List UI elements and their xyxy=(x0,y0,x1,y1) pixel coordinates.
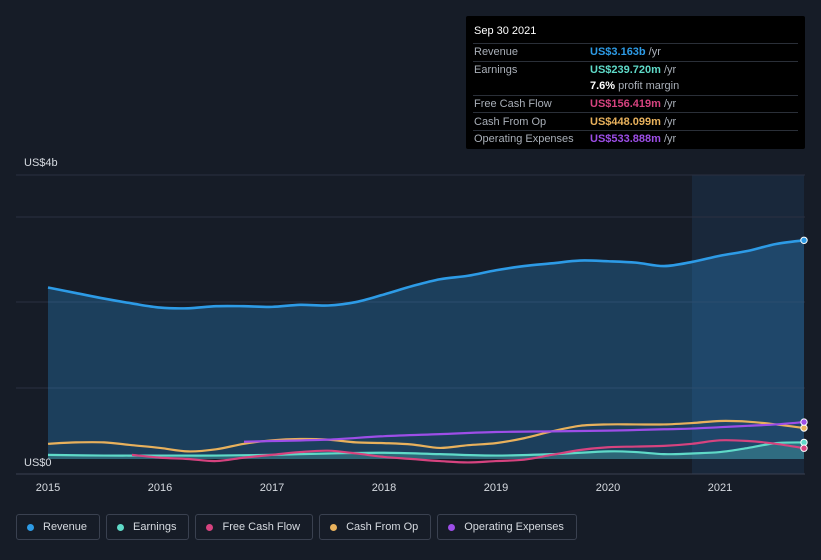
revenue-area xyxy=(48,240,804,459)
series-endpoints xyxy=(800,236,808,452)
tooltip-label: Free Cash Flow xyxy=(474,98,552,111)
x-tick-label: 2015 xyxy=(36,482,60,494)
revenue-endpoint xyxy=(800,236,808,245)
tooltip-row-operating-expenses: Operating Expenses US$533.888m /yr xyxy=(473,129,798,148)
tooltip-value: US$3.163b xyxy=(590,46,646,59)
x-tick-label: 2021 xyxy=(708,482,732,494)
x-axis-ticks: 2015 2016 2017 2018 2019 2020 2021 xyxy=(36,482,732,494)
earnings-line xyxy=(47,441,805,457)
series-lines xyxy=(47,239,805,464)
tooltip-value: US$239.720m xyxy=(590,63,661,76)
free-cash-flow-line xyxy=(131,439,805,464)
tooltip-unit: /yr xyxy=(663,98,677,111)
chart-legend: Revenue Earnings Free Cash Flow Cash Fro… xyxy=(16,514,577,540)
y-axis-top-label: US$4b xyxy=(24,157,58,169)
tooltip-unit: /yr xyxy=(663,115,677,128)
tooltip-label: Cash From Op xyxy=(474,115,547,128)
tooltip-row-profit-margin: 7.6% profit margin xyxy=(473,78,798,95)
legend-dot-icon xyxy=(206,523,214,531)
operating-expenses-line xyxy=(243,420,805,443)
tooltip-row-revenue: Revenue US$3.163b /yr xyxy=(473,43,798,61)
gridlines xyxy=(16,174,805,475)
legend-dot-icon xyxy=(117,523,125,531)
tooltip-value: US$448.099m xyxy=(590,115,661,128)
x-tick-label: 2016 xyxy=(148,482,172,494)
legend-label: Cash From Op xyxy=(346,521,419,533)
tooltip-label: Revenue xyxy=(474,46,519,59)
revenue-line xyxy=(47,239,805,310)
tooltip-date: Sep 30 2021 xyxy=(474,25,537,37)
tooltip-unit: /yr xyxy=(663,133,677,146)
cash-from-op-endpoint xyxy=(800,424,808,432)
legend-label: Operating Expenses xyxy=(464,521,564,533)
legend-dot-icon xyxy=(27,523,34,531)
legend-dot-icon xyxy=(330,523,338,531)
legend-item-cash-from-op[interactable]: Cash From Op xyxy=(319,514,432,540)
legend-label: Earnings xyxy=(133,521,177,533)
tooltip-unit: profit margin xyxy=(618,80,680,93)
series-areas xyxy=(48,240,804,459)
tooltip-label: Operating Expenses xyxy=(474,133,574,146)
hover-tooltip: Sep 30 2021 Revenue US$3.163b /yr Earnin… xyxy=(466,16,805,149)
x-tick-label: 2019 xyxy=(484,482,508,494)
legend-label: Revenue xyxy=(43,521,88,533)
tooltip-value: US$156.419m xyxy=(590,98,661,111)
y-axis-bottom-label: US$0 xyxy=(24,457,52,469)
tooltip-row-earnings: Earnings US$239.720m /yr xyxy=(473,60,798,79)
x-tick-label: 2018 xyxy=(372,482,396,494)
free-cash-flow-endpoint xyxy=(800,444,808,452)
legend-dot-icon xyxy=(448,523,456,531)
earnings-area xyxy=(48,442,804,459)
legend-item-free-cash-flow[interactable]: Free Cash Flow xyxy=(195,514,314,540)
legend-item-earnings[interactable]: Earnings xyxy=(106,514,190,540)
tooltip-unit: /yr xyxy=(663,63,677,76)
tooltip-label: Earnings xyxy=(474,63,518,76)
tooltip-value: 7.6% xyxy=(590,80,616,93)
tooltip-unit: /yr xyxy=(648,46,661,59)
tooltip-value: US$533.888m xyxy=(590,133,661,146)
tooltip-row-free-cash-flow: Free Cash Flow US$156.419m /yr xyxy=(473,94,798,113)
tooltip-row-cash-from-op: Cash From Op US$448.099m /yr xyxy=(473,112,798,130)
cash-from-op-line xyxy=(47,419,805,453)
operating-expenses-endpoint xyxy=(800,418,808,426)
x-tick-label: 2020 xyxy=(596,482,620,494)
x-tick-label: 2017 xyxy=(260,482,284,494)
legend-item-revenue[interactable]: Revenue xyxy=(16,514,101,540)
legend-item-operating-expenses[interactable]: Operating Expenses xyxy=(437,514,577,540)
legend-label: Free Cash Flow xyxy=(222,521,301,533)
